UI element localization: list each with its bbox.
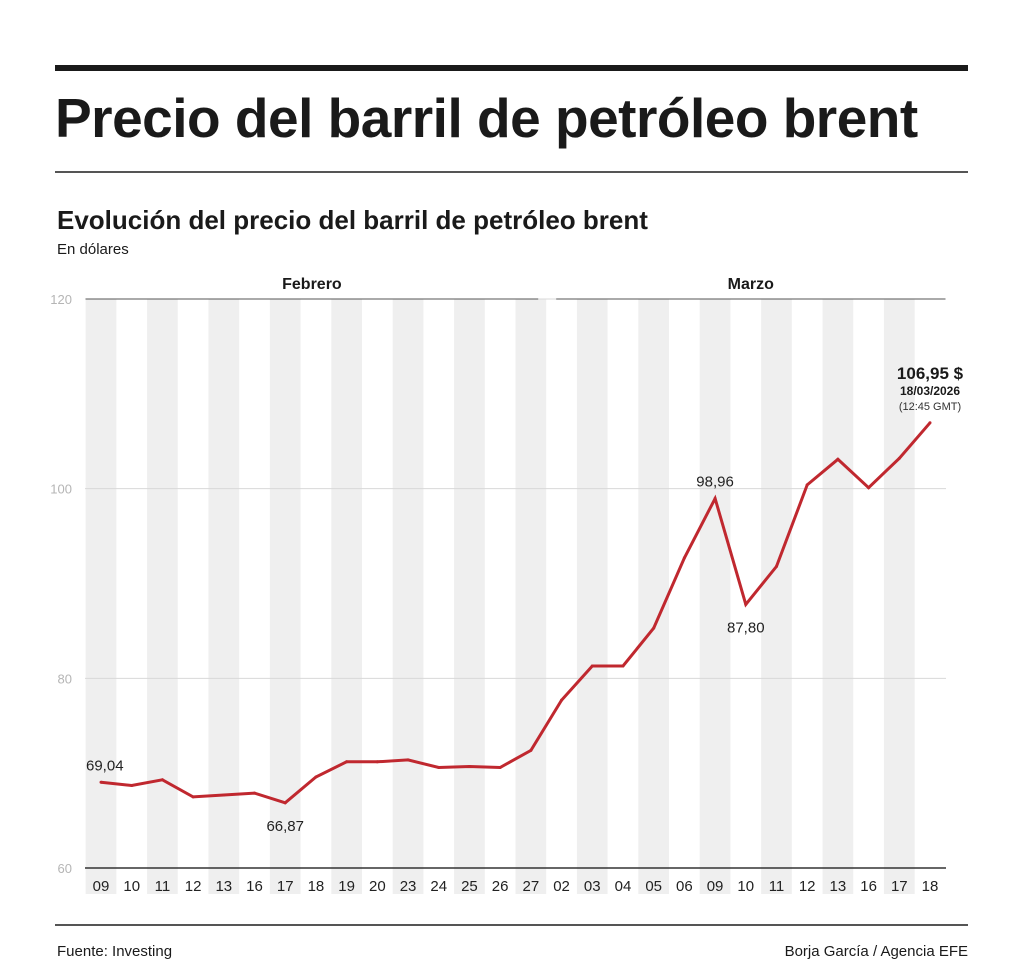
x-tick-label: 24: [430, 878, 447, 895]
x-tick-label: 13: [215, 878, 232, 895]
data-point: [713, 497, 717, 501]
x-tick-label: 18: [308, 878, 325, 895]
x-tick-label: 11: [155, 878, 171, 895]
x-tick-label: 09: [93, 878, 110, 895]
last-value-label: 106,95 $: [897, 364, 964, 383]
chart-unit-label: En dólares: [57, 241, 129, 258]
y-tick-label: 60: [58, 861, 72, 876]
column-band: [208, 299, 240, 894]
data-point: [836, 457, 840, 461]
x-tick-label: 19: [338, 878, 355, 895]
credit-note: Borja García / Agencia EFE: [784, 943, 968, 960]
chart-title: Evolución del precio del barril de petró…: [57, 205, 648, 235]
x-tick-label: 13: [830, 878, 847, 895]
data-point: [529, 748, 533, 752]
x-tick-label: 12: [799, 878, 816, 895]
x-tick-label: 23: [400, 878, 417, 895]
last-value-time: (12:45 GMT): [899, 401, 961, 413]
x-tick-label: 12: [185, 878, 202, 895]
title-divider: [55, 171, 968, 173]
column-band: [515, 299, 547, 894]
data-point: [928, 421, 932, 425]
data-point: [652, 626, 656, 630]
x-tick-label: 16: [246, 878, 263, 895]
x-tick-label: 05: [645, 878, 662, 895]
data-point: [437, 765, 441, 769]
data-label: 98,96: [696, 474, 734, 491]
column-band: [269, 299, 301, 894]
column-band: [822, 299, 854, 894]
data-label: 66,87: [266, 818, 304, 835]
data-point: [160, 778, 164, 782]
column-band: [454, 299, 485, 894]
data-point: [467, 765, 471, 769]
data-point: [590, 664, 594, 668]
column-band: [761, 299, 792, 894]
data-point: [253, 791, 257, 795]
x-tick-label: 04: [615, 878, 632, 895]
data-point: [897, 456, 901, 460]
data-point: [805, 483, 809, 487]
data-label: 69,04: [86, 757, 124, 774]
y-tick-label: 100: [50, 482, 72, 497]
column-band: [576, 299, 608, 894]
data-point: [560, 698, 564, 702]
x-tick-label: 20: [369, 878, 386, 895]
data-point: [621, 664, 625, 668]
source-note: Fuente: Investing: [57, 943, 173, 960]
data-point: [130, 783, 134, 787]
x-tick-label: 10: [737, 878, 754, 895]
data-point: [682, 556, 686, 560]
month-label: Febrero: [282, 276, 342, 293]
x-tick-label: 10: [123, 878, 140, 895]
data-point: [867, 486, 871, 490]
x-tick-label: 09: [707, 878, 724, 895]
month-label: Marzo: [728, 276, 774, 293]
data-point: [345, 760, 349, 764]
last-value-date: 18/03/2026: [900, 384, 960, 398]
data-label: 87,80: [727, 619, 765, 636]
x-tick-label: 25: [461, 878, 478, 895]
data-point: [406, 758, 410, 762]
x-tick-label: 17: [277, 878, 294, 895]
column-band: [699, 299, 731, 894]
top-rule: [55, 65, 968, 71]
column-band: [392, 299, 424, 894]
column-band: [883, 299, 915, 894]
x-tick-label: 26: [492, 878, 509, 895]
price-line-chart: 60 80 100 120 Febrero Marzo 09 10 11 12 13 16 17 18 19…: [50, 276, 964, 895]
x-tick-label: 03: [584, 878, 601, 895]
data-point: [744, 602, 748, 606]
data-point: [283, 801, 287, 805]
column-band: [147, 299, 178, 894]
price-series-line: [100, 421, 932, 805]
data-point: [222, 793, 226, 797]
x-tick-label: 27: [523, 878, 540, 895]
data-point: [375, 760, 379, 764]
data-point: [774, 564, 778, 568]
x-tick-label: 06: [676, 878, 693, 895]
data-point: [498, 765, 502, 769]
column-band: [85, 299, 117, 894]
column-band: [331, 299, 362, 894]
y-tick-label: 120: [50, 292, 72, 307]
page-title: Precio del barril de petróleo brent: [55, 87, 918, 149]
column-band: [638, 299, 670, 894]
x-tick-label: 02: [553, 878, 570, 895]
x-tick-label: 18: [922, 878, 939, 895]
data-point: [314, 775, 318, 779]
data-point: [99, 780, 103, 784]
x-tick-label: 11: [769, 878, 785, 895]
footer-divider: [55, 924, 968, 926]
y-tick-label: 80: [58, 671, 72, 686]
x-tick-label: 16: [860, 878, 877, 895]
x-tick-label: 17: [891, 878, 908, 895]
data-point: [191, 795, 195, 799]
